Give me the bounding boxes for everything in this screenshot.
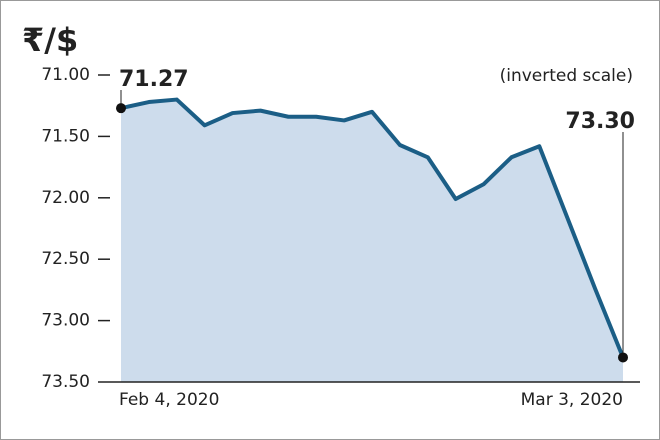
x-tick-label: Feb 4, 2020	[119, 390, 219, 410]
y-tick-label: 72.50	[41, 249, 90, 269]
subtitle: (inverted scale)	[500, 66, 633, 86]
chart-title: ₹/$	[22, 21, 78, 59]
y-tick-label: 73.50	[41, 372, 90, 392]
data-label: 71.27	[119, 67, 189, 92]
y-tick-label: 72.00	[41, 188, 90, 208]
point	[618, 352, 628, 363]
y-tick-label: 71.50	[41, 126, 90, 146]
point	[116, 103, 126, 114]
y-tick-label: 73.00	[41, 311, 90, 331]
data-label: 73.30	[565, 109, 635, 134]
y-tick-label: 71.00	[41, 65, 90, 85]
line	[120, 97, 625, 359]
x-tick-label: Mar 3, 2020	[521, 390, 623, 410]
area	[121, 99, 623, 382]
